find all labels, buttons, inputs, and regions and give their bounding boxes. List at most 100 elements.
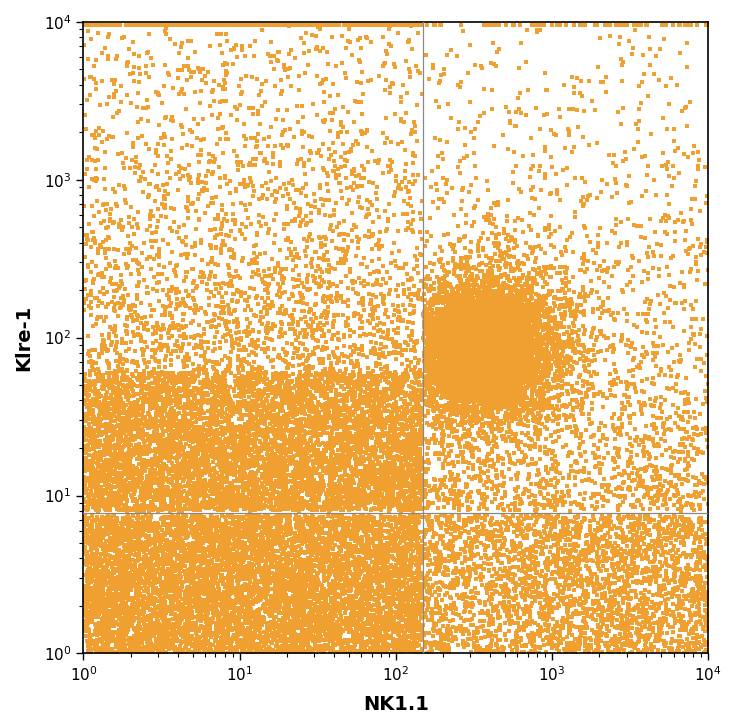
- Point: [531, 399, 542, 411]
- Point: [99, 412, 111, 424]
- Point: [322, 455, 333, 467]
- Point: [507, 345, 519, 357]
- Point: [436, 324, 448, 336]
- Point: [137, 608, 149, 620]
- Point: [632, 494, 644, 506]
- Point: [498, 327, 509, 339]
- Point: [308, 535, 319, 547]
- Point: [215, 481, 227, 493]
- Point: [305, 542, 316, 554]
- Point: [173, 620, 185, 631]
- Point: [461, 151, 473, 162]
- Point: [490, 353, 502, 365]
- Point: [378, 430, 389, 442]
- Point: [382, 540, 394, 552]
- Point: [434, 331, 446, 343]
- Point: [498, 343, 509, 355]
- Point: [329, 435, 341, 446]
- Point: [135, 559, 147, 571]
- Point: [564, 422, 576, 433]
- Point: [285, 402, 297, 414]
- Point: [330, 468, 342, 480]
- Point: [301, 629, 313, 641]
- Point: [465, 315, 477, 327]
- Point: [449, 358, 461, 370]
- Point: [593, 556, 605, 568]
- Point: [323, 412, 335, 424]
- Point: [567, 146, 578, 158]
- Point: [120, 526, 132, 537]
- Point: [213, 259, 224, 271]
- Point: [624, 276, 636, 288]
- Point: [578, 198, 590, 210]
- Point: [232, 20, 244, 31]
- Point: [154, 387, 166, 398]
- Point: [426, 348, 438, 360]
- Point: [511, 381, 523, 393]
- Point: [268, 405, 280, 416]
- Point: [473, 295, 485, 306]
- Point: [118, 414, 130, 426]
- Point: [206, 616, 218, 628]
- Point: [499, 325, 511, 336]
- Point: [128, 604, 140, 615]
- Point: [536, 622, 548, 633]
- Point: [577, 608, 589, 620]
- Point: [571, 335, 583, 347]
- Point: [280, 490, 291, 502]
- Point: [492, 372, 503, 384]
- Point: [456, 381, 467, 392]
- Point: [311, 569, 323, 581]
- Point: [279, 576, 291, 587]
- Point: [441, 354, 453, 365]
- Point: [595, 325, 606, 336]
- Point: [621, 547, 633, 559]
- Point: [681, 646, 693, 658]
- Point: [378, 544, 390, 555]
- Point: [138, 505, 149, 517]
- Point: [473, 363, 484, 375]
- Point: [159, 489, 171, 501]
- Point: [489, 365, 501, 377]
- Point: [144, 604, 155, 616]
- Point: [510, 469, 522, 480]
- Point: [107, 20, 118, 31]
- Point: [386, 514, 398, 526]
- Point: [463, 438, 475, 450]
- Point: [113, 501, 125, 513]
- Point: [360, 564, 372, 576]
- Point: [392, 496, 404, 507]
- Point: [286, 318, 297, 330]
- Point: [640, 615, 651, 627]
- Point: [523, 347, 534, 358]
- Point: [266, 399, 277, 411]
- Point: [274, 641, 286, 652]
- Point: [532, 322, 544, 333]
- Point: [429, 418, 441, 430]
- Point: [467, 339, 479, 350]
- Point: [491, 551, 503, 563]
- Point: [406, 460, 417, 472]
- Point: [219, 515, 231, 527]
- Point: [528, 276, 539, 288]
- Point: [520, 336, 531, 348]
- Point: [90, 447, 102, 459]
- Point: [233, 578, 244, 590]
- Point: [336, 566, 347, 578]
- Point: [132, 603, 144, 614]
- Point: [590, 604, 602, 616]
- Point: [584, 467, 595, 478]
- Point: [332, 646, 344, 657]
- Point: [440, 334, 452, 346]
- Point: [381, 600, 393, 612]
- Point: [442, 309, 454, 321]
- Point: [680, 592, 692, 604]
- Point: [590, 614, 602, 626]
- Point: [562, 388, 574, 400]
- Point: [470, 309, 481, 320]
- Point: [288, 424, 300, 436]
- Point: [224, 438, 236, 449]
- Point: [484, 395, 495, 407]
- Point: [311, 539, 323, 551]
- Point: [576, 436, 588, 448]
